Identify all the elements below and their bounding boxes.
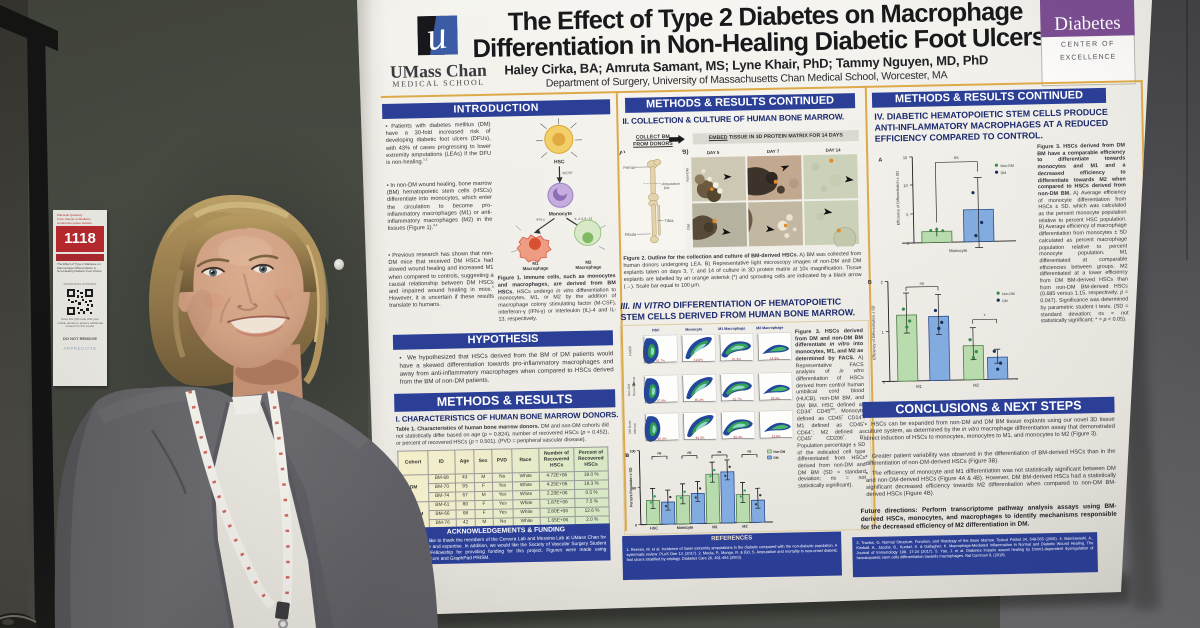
svg-text:HSC: HSC [650, 526, 658, 530]
svg-text:50: 50 [632, 486, 636, 490]
svg-text:ns: ns [954, 155, 960, 160]
svg-text:DM: DM [773, 456, 778, 460]
svg-text:B: B [625, 453, 629, 459]
svg-text:Femur: Femur [623, 165, 636, 170]
svg-text:HUCB: HUCB [628, 345, 632, 355]
svg-text:Efficiency of Differentiation: Efficiency of Differentiation ± SD [871, 305, 876, 360]
svg-text:DM: DM [1001, 171, 1007, 175]
svg-text:29.3%: 29.3% [771, 396, 780, 400]
svg-text:ns: ns [687, 451, 691, 455]
svg-text:Macrophage: Macrophage [575, 264, 602, 270]
svg-text:ns: ns [747, 449, 751, 453]
svg-text:DAY 14: DAY 14 [826, 147, 842, 152]
svg-text:DAY 5: DAY 5 [707, 150, 720, 155]
svg-text:Percent Population ± SD: Percent Population ± SD [629, 467, 634, 507]
svg-text:ns: ns [717, 450, 721, 454]
svg-text:DM: DM [687, 224, 691, 230]
svg-text:31.7%: 31.7% [733, 397, 742, 401]
svg-text:ns: ns [920, 281, 925, 286]
svg-text:10: 10 [903, 183, 908, 188]
svg-text:Monocyte: Monocyte [677, 526, 694, 530]
svg-text:37.9%: 37.9% [657, 399, 666, 403]
svg-text:Non-DM: Non-DM [773, 450, 785, 454]
svg-text:50: 50 [632, 486, 636, 490]
svg-text:0: 0 [635, 523, 637, 527]
svg-text:Monocyte: Monocyte [677, 526, 694, 530]
svg-text:38.4%: 38.4% [733, 435, 742, 439]
svg-text:Amputation: Amputation [661, 182, 680, 186]
svg-text:DM: DM [773, 456, 778, 460]
svg-text:HSC: HSC [652, 328, 660, 332]
svg-text:15: 15 [903, 155, 908, 160]
svg-text:MCSF: MCSF [562, 171, 573, 175]
svg-text:Non-DM: Non-DM [773, 450, 785, 454]
svg-text:100: 100 [630, 449, 636, 453]
svg-text:45.4%: 45.4% [695, 398, 704, 402]
svg-text:0: 0 [907, 241, 910, 246]
svg-text:IL-4 & IL-13: IL-4 & IL-13 [574, 217, 592, 221]
svg-text:ns: ns [747, 449, 751, 453]
svg-text:DM: DM [1002, 299, 1008, 303]
svg-text:5: 5 [906, 212, 909, 217]
svg-text:DAY 7: DAY 7 [767, 149, 780, 154]
svg-text:HSC: HSC [650, 526, 658, 530]
svg-text:*: * [984, 313, 986, 319]
svg-text:ns: ns [657, 451, 661, 455]
svg-text:36.4%: 36.4% [658, 437, 667, 441]
svg-text:Non-DM: Non-DM [685, 168, 689, 181]
svg-text:M2: M2 [585, 260, 592, 265]
svg-text:M2 Macrophage: M2 Macrophage [756, 326, 783, 331]
svg-text:M1 Macrophage: M1 Macrophage [718, 326, 745, 331]
svg-text:Monocyte: Monocyte [549, 211, 573, 217]
svg-text:47.3%: 47.3% [732, 357, 741, 361]
svg-text:M1: M1 [712, 525, 717, 529]
svg-text:DM Bone: DM Bone [628, 420, 632, 434]
svg-text:HSC: HSC [554, 159, 565, 165]
svg-text:0: 0 [635, 523, 637, 527]
svg-text:ns: ns [687, 451, 691, 455]
svg-text:Monocyte: Monocyte [949, 248, 968, 253]
svg-text:line: line [664, 186, 670, 190]
svg-text:A: A [878, 158, 882, 164]
svg-text:Marrow: Marrow [633, 422, 637, 433]
svg-text:13.6%: 13.6% [771, 434, 780, 438]
svg-text:31.7%: 31.7% [656, 359, 665, 363]
svg-text:B: B [625, 453, 629, 459]
svg-text:1: 1 [882, 330, 885, 335]
svg-text:M2: M2 [742, 524, 747, 528]
svg-text:M1: M1 [712, 525, 717, 529]
svg-text:B: B [868, 280, 872, 286]
svg-text:Tibia: Tibia [664, 218, 674, 223]
svg-text:Monocyte: Monocyte [685, 327, 702, 331]
svg-text:0: 0 [883, 380, 886, 385]
svg-text:Percent Population ± SD: Percent Population ± SD [629, 467, 634, 507]
svg-text:Non-DM: Non-DM [627, 384, 631, 396]
svg-text:Non-DM: Non-DM [1002, 292, 1015, 296]
svg-text:IFN-γ: IFN-γ [536, 218, 545, 222]
svg-text:100: 100 [630, 449, 636, 453]
svg-text:Non-DM: Non-DM [1000, 164, 1013, 168]
svg-text:Fibula: Fibula [625, 232, 637, 237]
svg-text:M2: M2 [973, 383, 980, 388]
svg-text:M1: M1 [532, 261, 539, 266]
svg-text:2: 2 [881, 280, 884, 285]
svg-text:39.3%: 39.3% [695, 436, 704, 440]
svg-text:14.3%: 14.3% [770, 356, 779, 360]
svg-text:ns: ns [657, 451, 661, 455]
svg-text:Efficiency of Differentiation: Efficiency of Differentiation ± SD [896, 171, 901, 226]
svg-text:ns: ns [717, 450, 721, 454]
svg-text:19.6%: 19.6% [694, 358, 703, 362]
svg-text:M1: M1 [916, 384, 923, 389]
svg-text:Macrophage: Macrophage [522, 266, 549, 272]
svg-text:M2: M2 [742, 524, 747, 528]
svg-text:A: A [632, 382, 636, 388]
svg-text:Bone Marrow: Bone Marrow [632, 376, 636, 396]
